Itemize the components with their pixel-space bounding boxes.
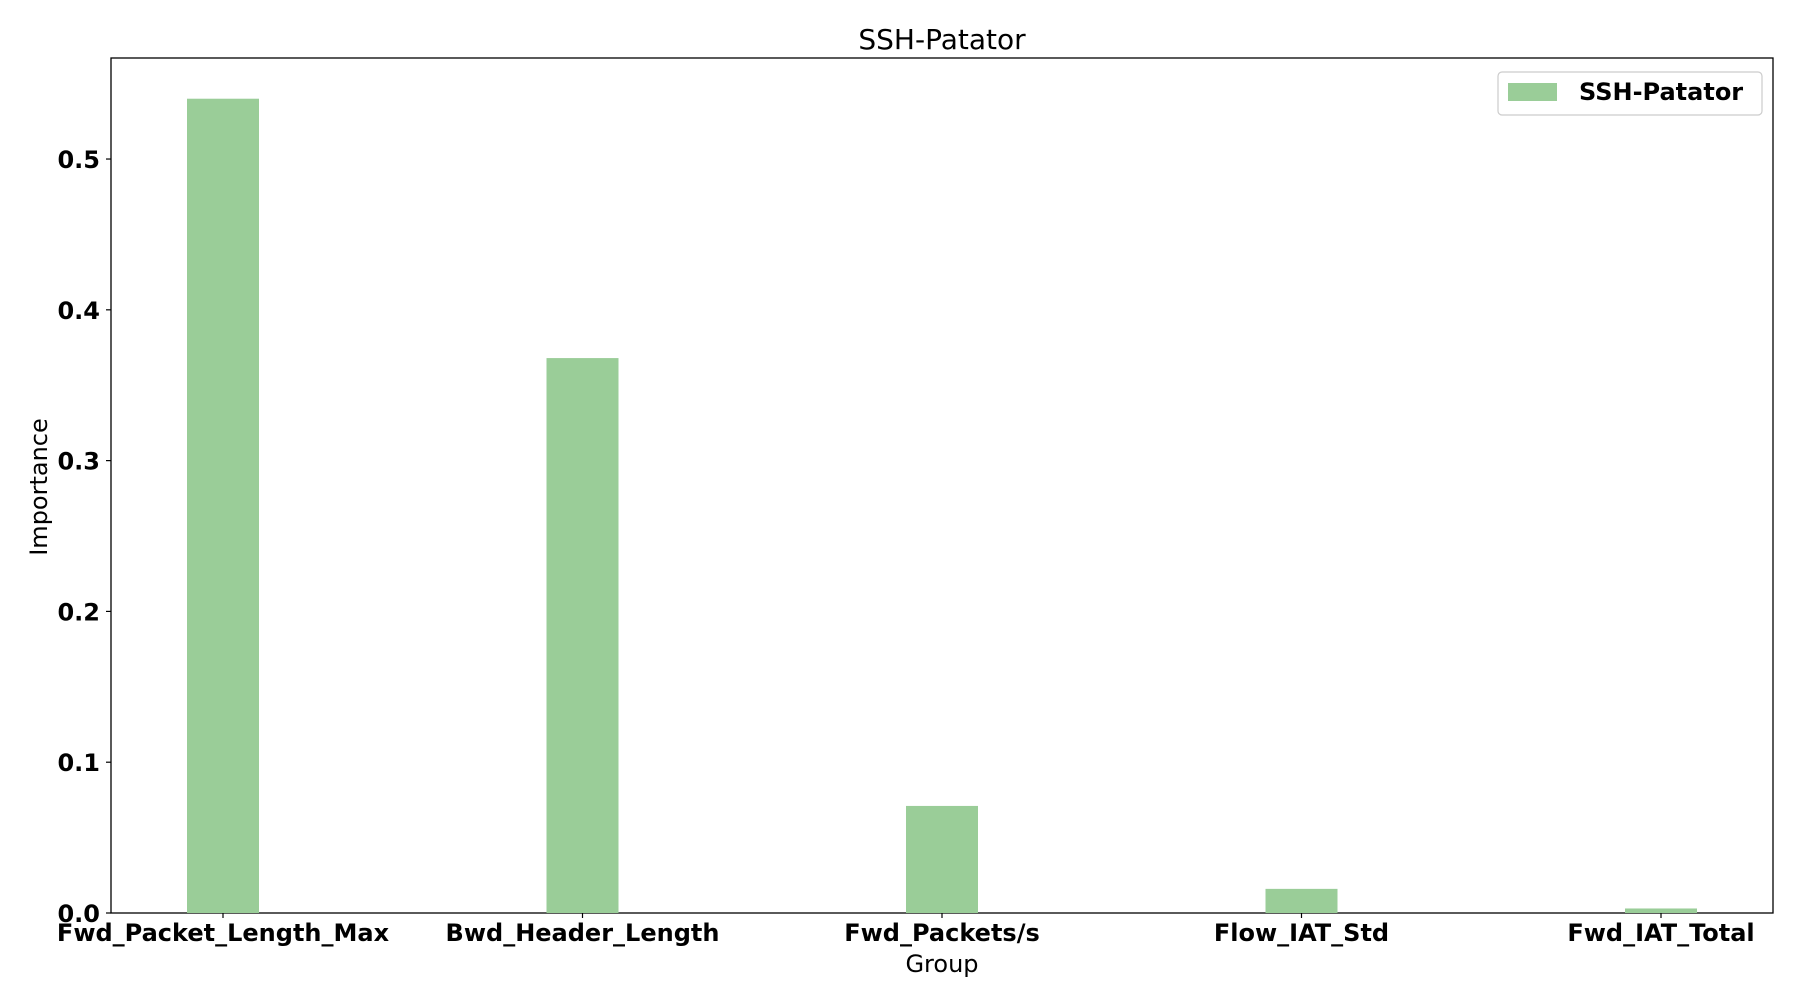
plot-area bbox=[110, 57, 1774, 914]
y-axis-label: Importance bbox=[25, 418, 53, 556]
y-tick-label: 0.5 bbox=[57, 146, 100, 174]
bar-0 bbox=[187, 98, 259, 913]
chart-title: SSH-Patator bbox=[858, 23, 1026, 56]
bar-3 bbox=[1265, 888, 1338, 913]
legend: SSH-Patator bbox=[1497, 71, 1763, 116]
legend-label: SSH-Patator bbox=[1579, 78, 1743, 106]
y-tick-label: 0.0 bbox=[57, 900, 100, 928]
bar-4 bbox=[1625, 908, 1697, 913]
y-tick-label: 0.1 bbox=[57, 749, 100, 777]
x-tick-label: Fwd_Packets/s bbox=[844, 919, 1040, 947]
x-tick-label: Flow_IAT_Std bbox=[1214, 919, 1389, 947]
x-tick-label: Fwd_Packet_Length_Max bbox=[57, 919, 390, 947]
x-tick-label: Fwd_IAT_Total bbox=[1567, 919, 1754, 947]
bar-1 bbox=[546, 358, 619, 914]
legend-box bbox=[1497, 71, 1763, 116]
y-tick-label: 0.2 bbox=[57, 598, 100, 626]
bar-2 bbox=[906, 805, 978, 913]
x-tick-label: Bwd_Header_Length bbox=[446, 919, 720, 947]
y-tick-label: 0.4 bbox=[57, 297, 100, 325]
legend-swatch bbox=[1508, 83, 1557, 101]
y-tick-label: 0.3 bbox=[57, 448, 100, 476]
x-axis-label: Group bbox=[905, 950, 978, 978]
